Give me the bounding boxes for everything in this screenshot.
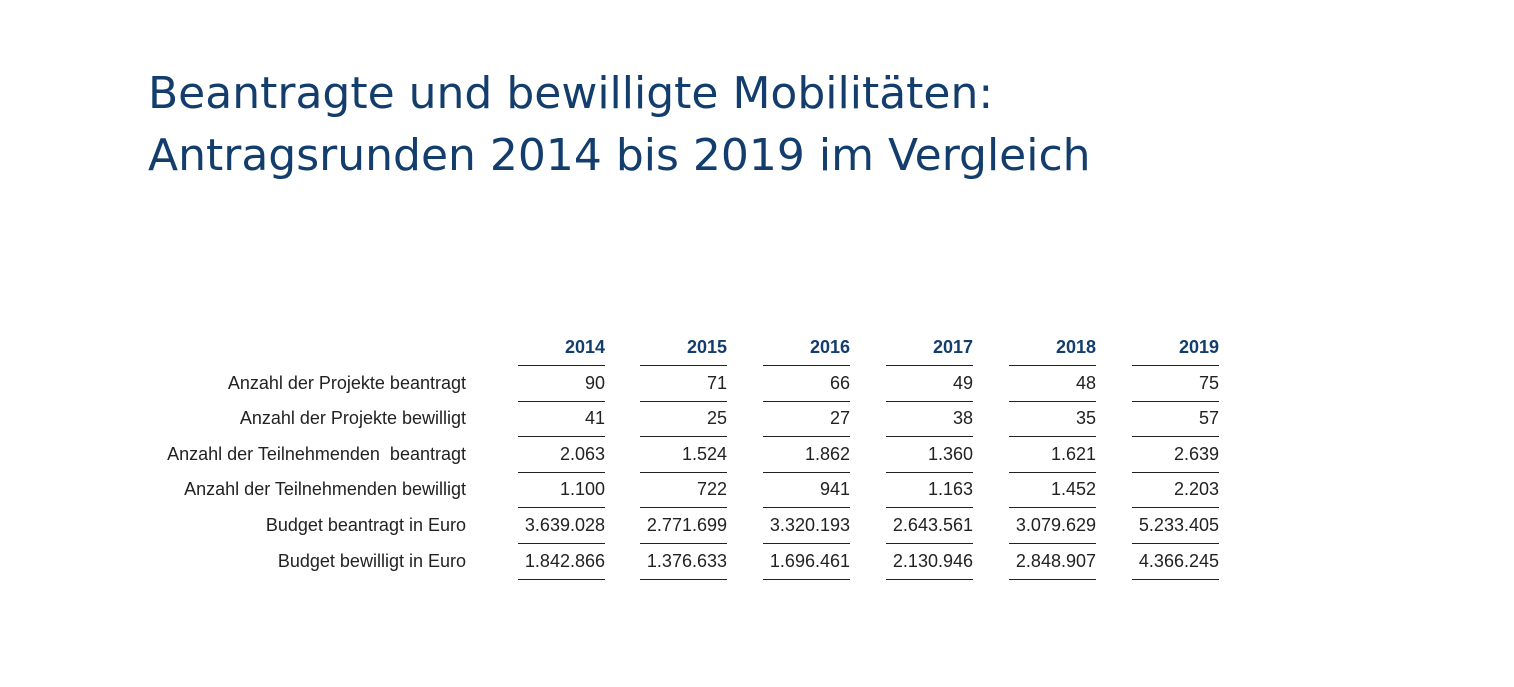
table-cell: 3.079.629: [1015, 515, 1096, 535]
cell-rule: [886, 507, 973, 509]
table-cell: 1.862: [804, 443, 850, 464]
table-cell: 1.376.633: [646, 550, 727, 571]
table-cell: 722: [696, 479, 727, 500]
cell-rule: [640, 507, 727, 509]
cell-rule: [1009, 578, 1096, 580]
table-cell: 3.320.193: [769, 515, 850, 535]
table-cell: 27: [829, 408, 850, 429]
row-label: Budget bewilligt in Euro: [277, 550, 466, 571]
table-cell: 71: [706, 372, 727, 393]
column-header: 2014: [564, 337, 605, 357]
table-cell: 1.621: [1050, 443, 1096, 464]
cell-rule: [886, 400, 973, 402]
row-label: Anzahl der Projekte bewilligt: [239, 408, 466, 429]
header-rule: [886, 365, 973, 366]
table-cell: 941: [819, 479, 850, 500]
header-rule: [640, 365, 727, 366]
cell-rule: [1009, 471, 1096, 473]
table-cell: 48: [1075, 372, 1096, 393]
cell-rule: [763, 436, 850, 438]
cell-rule: [518, 578, 605, 580]
column-header: 2016: [809, 337, 850, 357]
table-cell: 2.130.946: [892, 550, 973, 571]
cell-rule: [886, 543, 973, 544]
table-cell: 41: [584, 408, 605, 429]
table-cell: 2.063: [559, 443, 605, 464]
table-cell: 1.452: [1050, 479, 1096, 500]
cell-rule: [886, 578, 973, 580]
cell-rule: [1132, 436, 1219, 438]
cell-rule: [1132, 578, 1219, 580]
table-cell: 25: [706, 408, 727, 429]
cell-rule: [518, 471, 605, 473]
cell-rule: [518, 400, 605, 402]
column-header: 2017: [932, 337, 973, 357]
table-cell: 1.163: [927, 479, 973, 500]
header-rule: [1132, 365, 1219, 366]
cell-rule: [1132, 400, 1219, 402]
cell-rule: [518, 507, 605, 509]
table-cell: 75: [1198, 372, 1219, 393]
cell-rule: [640, 543, 727, 544]
column-header: 2018: [1055, 337, 1096, 357]
row-label: Anzahl der Projekte beantragt: [227, 372, 466, 393]
table-cell: 1.696.461: [769, 550, 850, 571]
cell-rule: [886, 471, 973, 473]
row-label: Anzahl der Teilnehmenden beantragt: [167, 443, 466, 464]
table-cell: 35: [1075, 408, 1096, 429]
header-rule: [763, 365, 850, 366]
cell-rule: [763, 471, 850, 473]
table-cell: 1.360: [927, 443, 973, 464]
cell-rule: [1132, 543, 1219, 544]
title-line: Antragsrunden 2014 bis 2019 im Vergleich: [148, 130, 1091, 181]
cell-rule: [763, 507, 850, 509]
cell-rule: [640, 578, 727, 580]
header-rule: [518, 365, 605, 366]
cell-rule: [1132, 507, 1219, 509]
cell-rule: [1009, 543, 1096, 544]
column-header: 2015: [686, 337, 727, 357]
cell-rule: [886, 436, 973, 438]
table-cell: 2.643.561: [892, 515, 973, 535]
table-cell: 38: [952, 408, 973, 429]
cell-rule: [518, 436, 605, 438]
cell-rule: [518, 543, 605, 544]
cell-rule: [1009, 507, 1096, 509]
table-cell: 4.366.245: [1138, 550, 1219, 571]
column-header: 2019: [1178, 337, 1219, 357]
table-cell: 1.100: [559, 479, 605, 500]
row-label: Anzahl der Teilnehmenden bewilligt: [184, 479, 466, 500]
table-cell: 2.639: [1173, 443, 1219, 464]
table-cell: 2.203: [1173, 479, 1219, 500]
cell-rule: [640, 436, 727, 438]
table-cell: 49: [952, 372, 973, 393]
table-cell: 3.639.028: [524, 515, 605, 535]
table-cell: 57: [1198, 408, 1219, 429]
table-cell: 2.848.907: [1015, 550, 1096, 571]
table-cell: 1.842.866: [524, 550, 605, 571]
table-cell: 2.771.699: [646, 515, 727, 535]
header-rule: [1009, 365, 1096, 366]
table-cell: 5.233.405: [1138, 515, 1219, 535]
table-cell: 66: [829, 372, 850, 393]
cell-rule: [1009, 400, 1096, 402]
table-cell: 1.524: [681, 443, 727, 464]
cell-rule: [1132, 471, 1219, 473]
cell-rule: [763, 400, 850, 402]
cell-rule: [640, 471, 727, 473]
cell-rule: [763, 578, 850, 580]
table-cell: 90: [584, 372, 605, 393]
title-line: Beantragte und bewilligte Mobilitäten:: [148, 68, 994, 119]
cell-rule: [763, 543, 850, 544]
row-label: Budget beantragt in Euro: [265, 515, 466, 535]
cell-rule: [640, 400, 727, 402]
cell-rule: [1009, 436, 1096, 438]
